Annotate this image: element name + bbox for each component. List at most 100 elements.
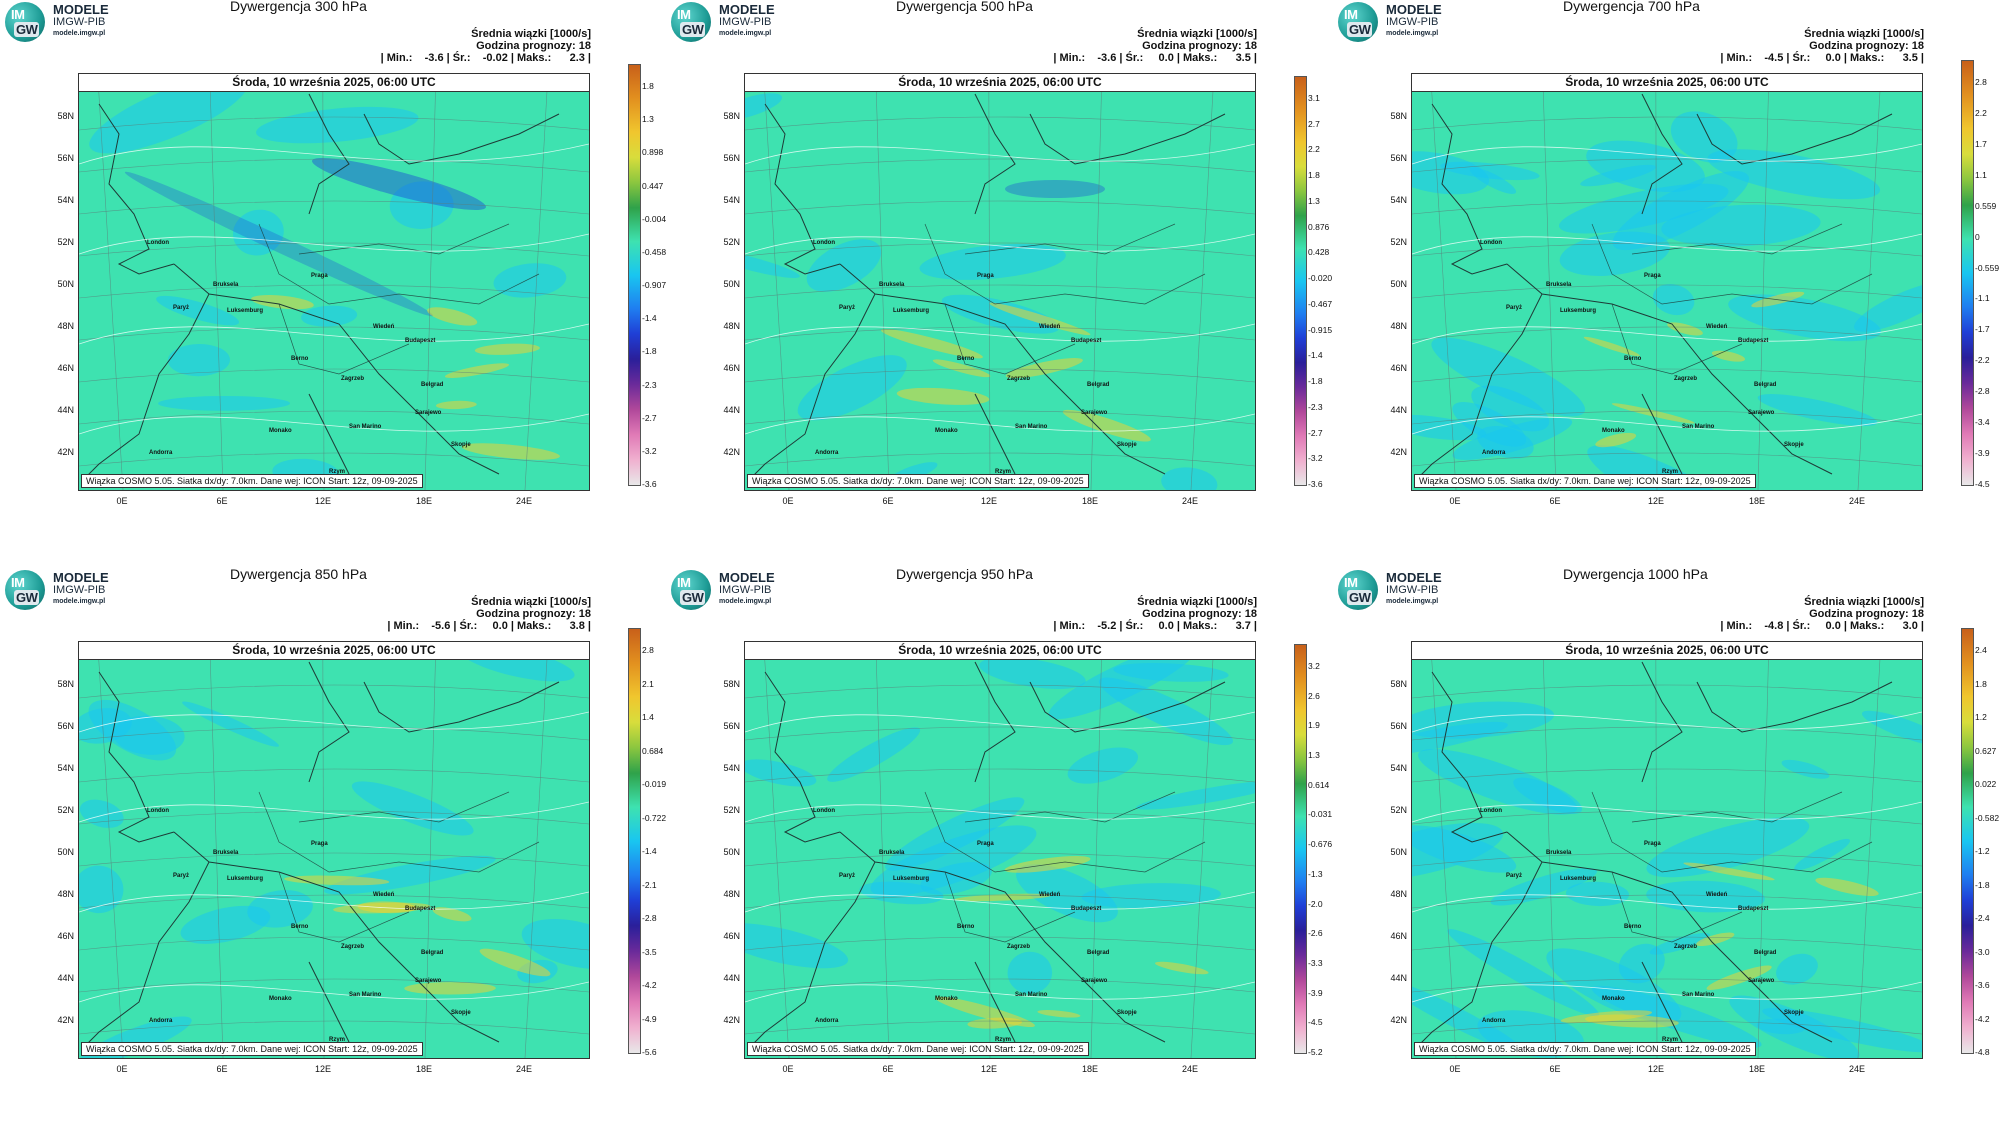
convergence-area	[1447, 929, 1600, 1017]
logo-line-2: IMGW-PIB	[53, 16, 106, 28]
map-canvas	[745, 642, 1255, 1058]
divergence-area	[932, 359, 991, 378]
divergence-map[interactable]: London Paryż Bruksela Luksemburg Praga Wiedeń…	[1411, 73, 1923, 491]
city-label: Zagrzeb	[341, 944, 365, 950]
divergence-map[interactable]: London Paryż Bruksela Luksemburg Praga Wiedeń…	[78, 641, 590, 1059]
colorbar-tick-label: -4.2	[642, 980, 657, 990]
stats-block: Średnia wiązki [1000/s] Godzina prognozy:…	[1720, 28, 1924, 64]
colorbar-tick-label: -0.458	[642, 246, 667, 257]
divergence-area	[935, 996, 1035, 1027]
convergence-area	[1067, 747, 1139, 784]
latitude-tick-label: 54N	[723, 763, 740, 773]
latitude-line	[79, 158, 589, 173]
city-label: Paryż	[839, 873, 856, 879]
latitude-tick-label: 50N	[1390, 279, 1407, 289]
forecast-panel: IM GW MODELE IMGW-PIB modele.imgw.pl Dywergen…	[0, 566, 667, 1136]
convergence-area	[182, 701, 279, 747]
colorbar-tick-label: 2.8	[1975, 77, 1987, 87]
colorbar-tick-label: -1.8	[1308, 376, 1323, 387]
city-label: Belgrad	[1087, 382, 1110, 388]
longitude-line	[424, 642, 437, 1058]
latitude-line	[1412, 242, 1922, 257]
latitude-line	[1412, 684, 1922, 699]
logo-line-2: IMGW-PIB	[719, 16, 772, 28]
city-label: Praga	[977, 841, 994, 847]
convergence-area	[89, 74, 249, 154]
convergence-area	[1412, 701, 1555, 739]
latitude-tick-label: 52N	[57, 805, 74, 815]
city-label: Wiedeń	[373, 324, 395, 330]
forecast-date: Środa, 10 września 2025, 06:00 UTC	[1412, 642, 1922, 660]
latitude-line	[1412, 452, 1922, 467]
colorbar-tick-label: 0.559	[1975, 200, 1997, 211]
legend-title: Średnia wiązki [1000/s]	[1137, 28, 1257, 40]
longitude-line	[1190, 74, 1215, 490]
forecast-date: Środa, 10 września 2025, 06:00 UTC	[745, 642, 1255, 660]
height-contour	[745, 323, 1255, 345]
longitude-line	[322, 642, 325, 1058]
convergence-area	[351, 781, 474, 836]
strong-convergence-area	[1005, 180, 1105, 198]
city-label: Bruksela	[879, 850, 905, 856]
latitude-tick-label: 52N	[1390, 237, 1407, 247]
divergence-area	[251, 294, 314, 310]
scandinavia-coastline	[308, 661, 560, 783]
colorbar-tick-label: -3.5	[642, 946, 657, 957]
colorbar-tick-label: -0.019	[642, 779, 667, 789]
height-contour	[745, 711, 1255, 733]
badge-top-text: IM	[11, 7, 25, 22]
logo-line-1: MODELE	[719, 2, 775, 17]
logo-line-1: MODELE	[53, 570, 109, 585]
city-label: Sarajewo	[1081, 410, 1108, 416]
city-label: Wiedeń	[373, 892, 395, 898]
longitude-tick-label: 12E	[1647, 1064, 1664, 1074]
divergence-map[interactable]: London Paryż Bruksela Luksemburg Praga Wiedeń…	[1411, 641, 1923, 1059]
divergence-map[interactable]: London Paryż Bruksela Luksemburg Praga Wiedeń…	[744, 641, 1256, 1059]
longitude-line	[1857, 642, 1882, 1058]
city-label: Berno	[957, 924, 975, 930]
panel-title: Dywergencja 850 hPa	[230, 566, 367, 582]
longitude-line	[209, 74, 224, 490]
latitude-line	[745, 368, 1255, 383]
imgw-logo[interactable]: IM GW MODELE IMGW-PIB modele.imgw.pl	[1338, 570, 1478, 610]
latitude-tick-label: 50N	[723, 847, 740, 857]
colorbar-tick-label: -4.8	[1975, 1047, 1990, 1057]
latitude-tick-label: 50N	[723, 279, 740, 289]
imgw-logo[interactable]: IM GW MODELE IMGW-PIB modele.imgw.pl	[5, 570, 145, 610]
convergence-area	[113, 715, 185, 755]
imgw-logo[interactable]: IM GW MODELE IMGW-PIB modele.imgw.pl	[5, 2, 145, 42]
colorbar-tick-label: -1.7	[1975, 324, 1990, 335]
colorbar-tick-label: -0.907	[642, 280, 667, 290]
height-contour	[79, 801, 589, 823]
forecast-date: Środa, 10 września 2025, 06:00 UTC	[79, 642, 589, 660]
city-label: Monako	[269, 428, 292, 434]
convergence-area	[979, 657, 1086, 689]
longitude-line	[875, 74, 890, 490]
latitude-line	[1412, 810, 1922, 825]
city-label: Praga	[977, 273, 994, 279]
divergence-map[interactable]: London Paryż Bruksela Luksemburg Praga Wiedeń…	[78, 73, 590, 491]
longitude-line	[424, 74, 437, 490]
longitude-line	[1655, 74, 1658, 490]
colorbar-tick-label: -2.3	[1308, 401, 1323, 412]
city-label: Belgrad	[1087, 950, 1110, 956]
latitude-tick-label: 46N	[1390, 363, 1407, 373]
convergence-area	[156, 295, 240, 326]
city-label: Andorra	[1482, 1018, 1506, 1024]
imgw-logo[interactable]: IM GW MODELE IMGW-PIB modele.imgw.pl	[1338, 2, 1478, 42]
divergence-map[interactable]: London Paryż Bruksela Luksemburg Praga Wiedeń…	[744, 73, 1256, 491]
imgw-logo[interactable]: IM GW MODELE IMGW-PIB modele.imgw.pl	[671, 2, 811, 42]
logo-line-1: MODELE	[53, 2, 109, 17]
forecast-hour: Godzina prognozy: 18	[476, 40, 591, 52]
height-contour	[79, 891, 589, 913]
city-label: Luksemburg	[227, 308, 264, 314]
city-label: Monako	[935, 996, 958, 1002]
imgw-logo[interactable]: IM GW MODELE IMGW-PIB modele.imgw.pl	[671, 570, 811, 610]
city-label: Luksemburg	[893, 308, 930, 314]
city-label: Zagrzeb	[1007, 376, 1031, 382]
city-label: San Marino	[1682, 992, 1715, 998]
city-label: Paryż	[1506, 305, 1523, 311]
latitude-line	[79, 326, 589, 341]
latitude-tick-label: 58N	[723, 679, 740, 689]
imgw-badge-icon: IM GW	[5, 2, 45, 42]
